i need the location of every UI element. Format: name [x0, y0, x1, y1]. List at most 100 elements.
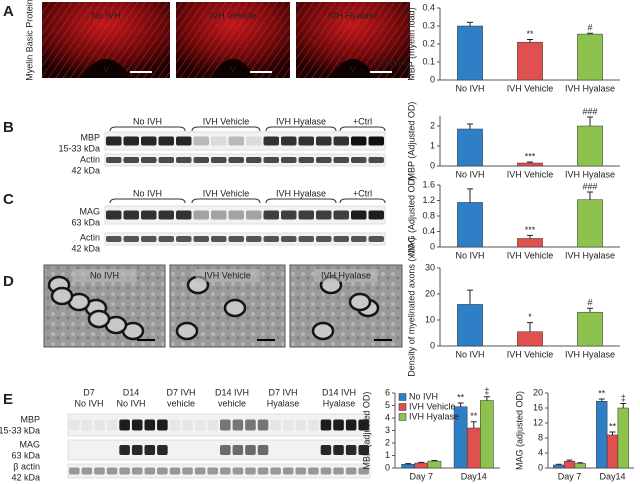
- y-tick-label: 8: [538, 432, 543, 442]
- bar: [517, 162, 543, 167]
- error-bar: [527, 39, 533, 43]
- ventricle: [210, 59, 256, 78]
- band: [257, 467, 269, 475]
- band: [141, 136, 157, 146]
- x-tick-label: IVH Hyalase: [565, 349, 615, 359]
- x-tick-label: IVH Vehicle: [507, 349, 554, 359]
- band: [169, 467, 181, 475]
- row-label: Actin: [80, 154, 100, 164]
- ventricle-marker: V: [230, 64, 236, 74]
- y-tick-label: 1: [430, 140, 435, 150]
- band: [232, 445, 244, 455]
- band: [123, 236, 139, 242]
- y-tick-label: 0.8: [422, 210, 435, 220]
- band: [158, 136, 174, 146]
- y-tick-label: 4: [385, 412, 390, 422]
- y-tick-label: 1.2: [422, 195, 435, 205]
- band: [298, 136, 314, 146]
- band: [333, 419, 344, 431]
- x-tick-label: IVH Vehicle: [507, 83, 554, 93]
- band: [263, 236, 279, 242]
- band: [245, 445, 256, 455]
- band: [131, 445, 143, 455]
- band: [220, 419, 231, 431]
- x-tick-label: Day 7: [558, 471, 582, 481]
- group-day: D7 IVH: [166, 387, 195, 397]
- panel-label: A: [3, 3, 14, 20]
- band: [194, 467, 206, 475]
- significance-label: ###: [582, 106, 597, 116]
- band: [282, 467, 294, 475]
- error-bar: [527, 322, 533, 332]
- band: [263, 157, 279, 163]
- bar: [606, 434, 619, 469]
- x-tick-label: IVH Hyalase: [565, 250, 615, 260]
- band: [94, 467, 105, 475]
- y-tick-label: 20: [533, 387, 543, 397]
- band: [193, 157, 209, 163]
- bar: [457, 304, 483, 347]
- error-bar: [405, 463, 412, 465]
- x-tick-label: IVH Hyalase: [565, 169, 615, 179]
- y-axis-label: MBP (Adjusted OD): [406, 102, 416, 181]
- band: [158, 236, 174, 242]
- kda-label: 63 kDa: [11, 450, 40, 460]
- band: [351, 157, 367, 163]
- band: [220, 467, 231, 475]
- image-title: No IVH: [91, 10, 120, 20]
- band: [176, 136, 192, 146]
- band: [333, 210, 349, 220]
- blot-strip: [67, 439, 371, 461]
- y-axis-label: Density of myelinated axons (x10⁴): [406, 237, 416, 376]
- band: [295, 467, 307, 475]
- y-tick-label: 6: [385, 387, 390, 397]
- band: [351, 236, 367, 242]
- group-brace: [191, 198, 261, 204]
- bar: [480, 400, 494, 469]
- kda-label: 63 kDa: [71, 217, 100, 227]
- significance-label: ‡: [621, 393, 626, 403]
- y-axis-label: MAG (Adjusted OD): [406, 176, 416, 256]
- band: [232, 419, 244, 431]
- legend-swatch: [398, 403, 407, 411]
- bar: [563, 461, 576, 469]
- band: [246, 236, 262, 242]
- band: [245, 467, 256, 475]
- image-title: IVH Vehicle: [210, 10, 257, 20]
- bar: [517, 41, 543, 81]
- band: [193, 236, 209, 242]
- group-label: +Ctrl: [353, 188, 372, 198]
- band: [157, 467, 168, 475]
- y-tick-label: 5: [385, 400, 390, 410]
- significance-label: **: [609, 421, 617, 431]
- blot-strip: [67, 463, 371, 479]
- error-bar: [587, 116, 593, 126]
- axon: [223, 298, 247, 318]
- bar: [427, 460, 442, 469]
- band: [131, 419, 143, 431]
- bar: [457, 25, 483, 81]
- group-brace: [265, 198, 337, 204]
- blot-strip: [104, 153, 386, 167]
- band: [316, 136, 332, 146]
- y-axis-label: MBP (myelin load): [406, 7, 416, 80]
- y-tick-label: 3: [385, 425, 390, 435]
- bar: [401, 464, 415, 469]
- em-title-bg: [195, 269, 260, 282]
- band: [257, 445, 269, 455]
- band: [141, 157, 157, 163]
- group-brace: [339, 198, 386, 204]
- significance-label: #: [587, 298, 592, 308]
- band: [246, 210, 262, 220]
- band: [270, 467, 281, 475]
- band: [333, 236, 349, 242]
- band: [106, 467, 118, 475]
- error-bar: [598, 398, 605, 402]
- band: [257, 419, 269, 431]
- axon: [50, 286, 74, 306]
- legend-swatch: [398, 393, 407, 401]
- band: [81, 419, 93, 431]
- band: [211, 210, 227, 220]
- bar: [577, 199, 603, 248]
- band: [320, 445, 332, 455]
